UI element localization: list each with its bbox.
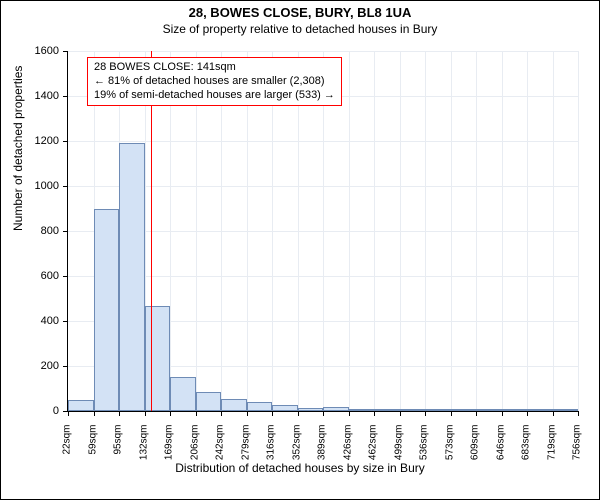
- xtick-label: 462sqm: [368, 425, 379, 475]
- histogram-bar: [527, 409, 553, 411]
- ytick-label: 400: [9, 315, 59, 327]
- title-address: 28, BOWES CLOSE, BURY, BL8 1UA: [1, 5, 599, 20]
- histogram-bar: [502, 409, 528, 411]
- ytick-label: 600: [9, 270, 59, 282]
- xtick-label: 206sqm: [189, 425, 200, 475]
- ytick-label: 200: [9, 360, 59, 372]
- xtick-label: 169sqm: [164, 425, 175, 475]
- ytick-label: 0: [9, 405, 59, 417]
- chart-container: 28, BOWES CLOSE, BURY, BL8 1UA Size of p…: [0, 0, 600, 500]
- xtick-label: 22sqm: [62, 425, 73, 475]
- histogram-bar: [298, 408, 324, 411]
- histogram-bar: [451, 409, 477, 411]
- xtick-label: 573sqm: [444, 425, 455, 475]
- annotation-line-1: 28 BOWES CLOSE: 141sqm: [94, 61, 335, 75]
- ytick-label: 800: [9, 225, 59, 237]
- histogram-bar: [68, 400, 94, 411]
- xtick-label: 279sqm: [240, 425, 251, 475]
- histogram-bar: [553, 409, 579, 411]
- annotation-box: 28 BOWES CLOSE: 141sqm ← 81% of detached…: [87, 57, 342, 106]
- title-subtitle: Size of property relative to detached ho…: [1, 22, 599, 36]
- xtick-label: 242sqm: [215, 425, 226, 475]
- histogram-bar: [323, 407, 349, 412]
- histogram-bar: [476, 409, 502, 411]
- ytick-label: 1400: [9, 90, 59, 102]
- histogram-bar: [196, 392, 222, 411]
- xtick-label: 352sqm: [291, 425, 302, 475]
- ytick-label: 1000: [9, 180, 59, 192]
- xtick-label: 646sqm: [495, 425, 506, 475]
- ytick-label: 1600: [9, 45, 59, 57]
- xtick-label: 426sqm: [342, 425, 353, 475]
- histogram-bar: [349, 409, 375, 411]
- annotation-line-2: ← 81% of detached houses are smaller (2,…: [94, 75, 335, 89]
- histogram-bar: [119, 143, 145, 411]
- xtick-label: 499sqm: [393, 425, 404, 475]
- histogram-bar: [247, 402, 273, 411]
- histogram-bar: [170, 377, 196, 411]
- xtick-label: 683sqm: [521, 425, 532, 475]
- xtick-label: 719sqm: [546, 425, 557, 475]
- annotation-line-3: 19% of semi-detached houses are larger (…: [94, 89, 335, 103]
- histogram-bar: [374, 409, 400, 411]
- xtick-label: 316sqm: [266, 425, 277, 475]
- xtick-label: 95sqm: [113, 425, 124, 475]
- xtick-label: 389sqm: [317, 425, 328, 475]
- histogram-bar: [425, 409, 451, 411]
- histogram-bar: [145, 306, 171, 411]
- histogram-bar: [221, 399, 247, 411]
- xtick-label: 132sqm: [138, 425, 149, 475]
- xtick-label: 59sqm: [87, 425, 98, 475]
- xtick-label: 756sqm: [572, 425, 583, 475]
- histogram-bar: [272, 405, 298, 411]
- histogram-bar: [94, 209, 120, 412]
- ytick-label: 1200: [9, 135, 59, 147]
- histogram-bar: [400, 409, 426, 411]
- xtick-label: 536sqm: [419, 425, 430, 475]
- xtick-label: 609sqm: [470, 425, 481, 475]
